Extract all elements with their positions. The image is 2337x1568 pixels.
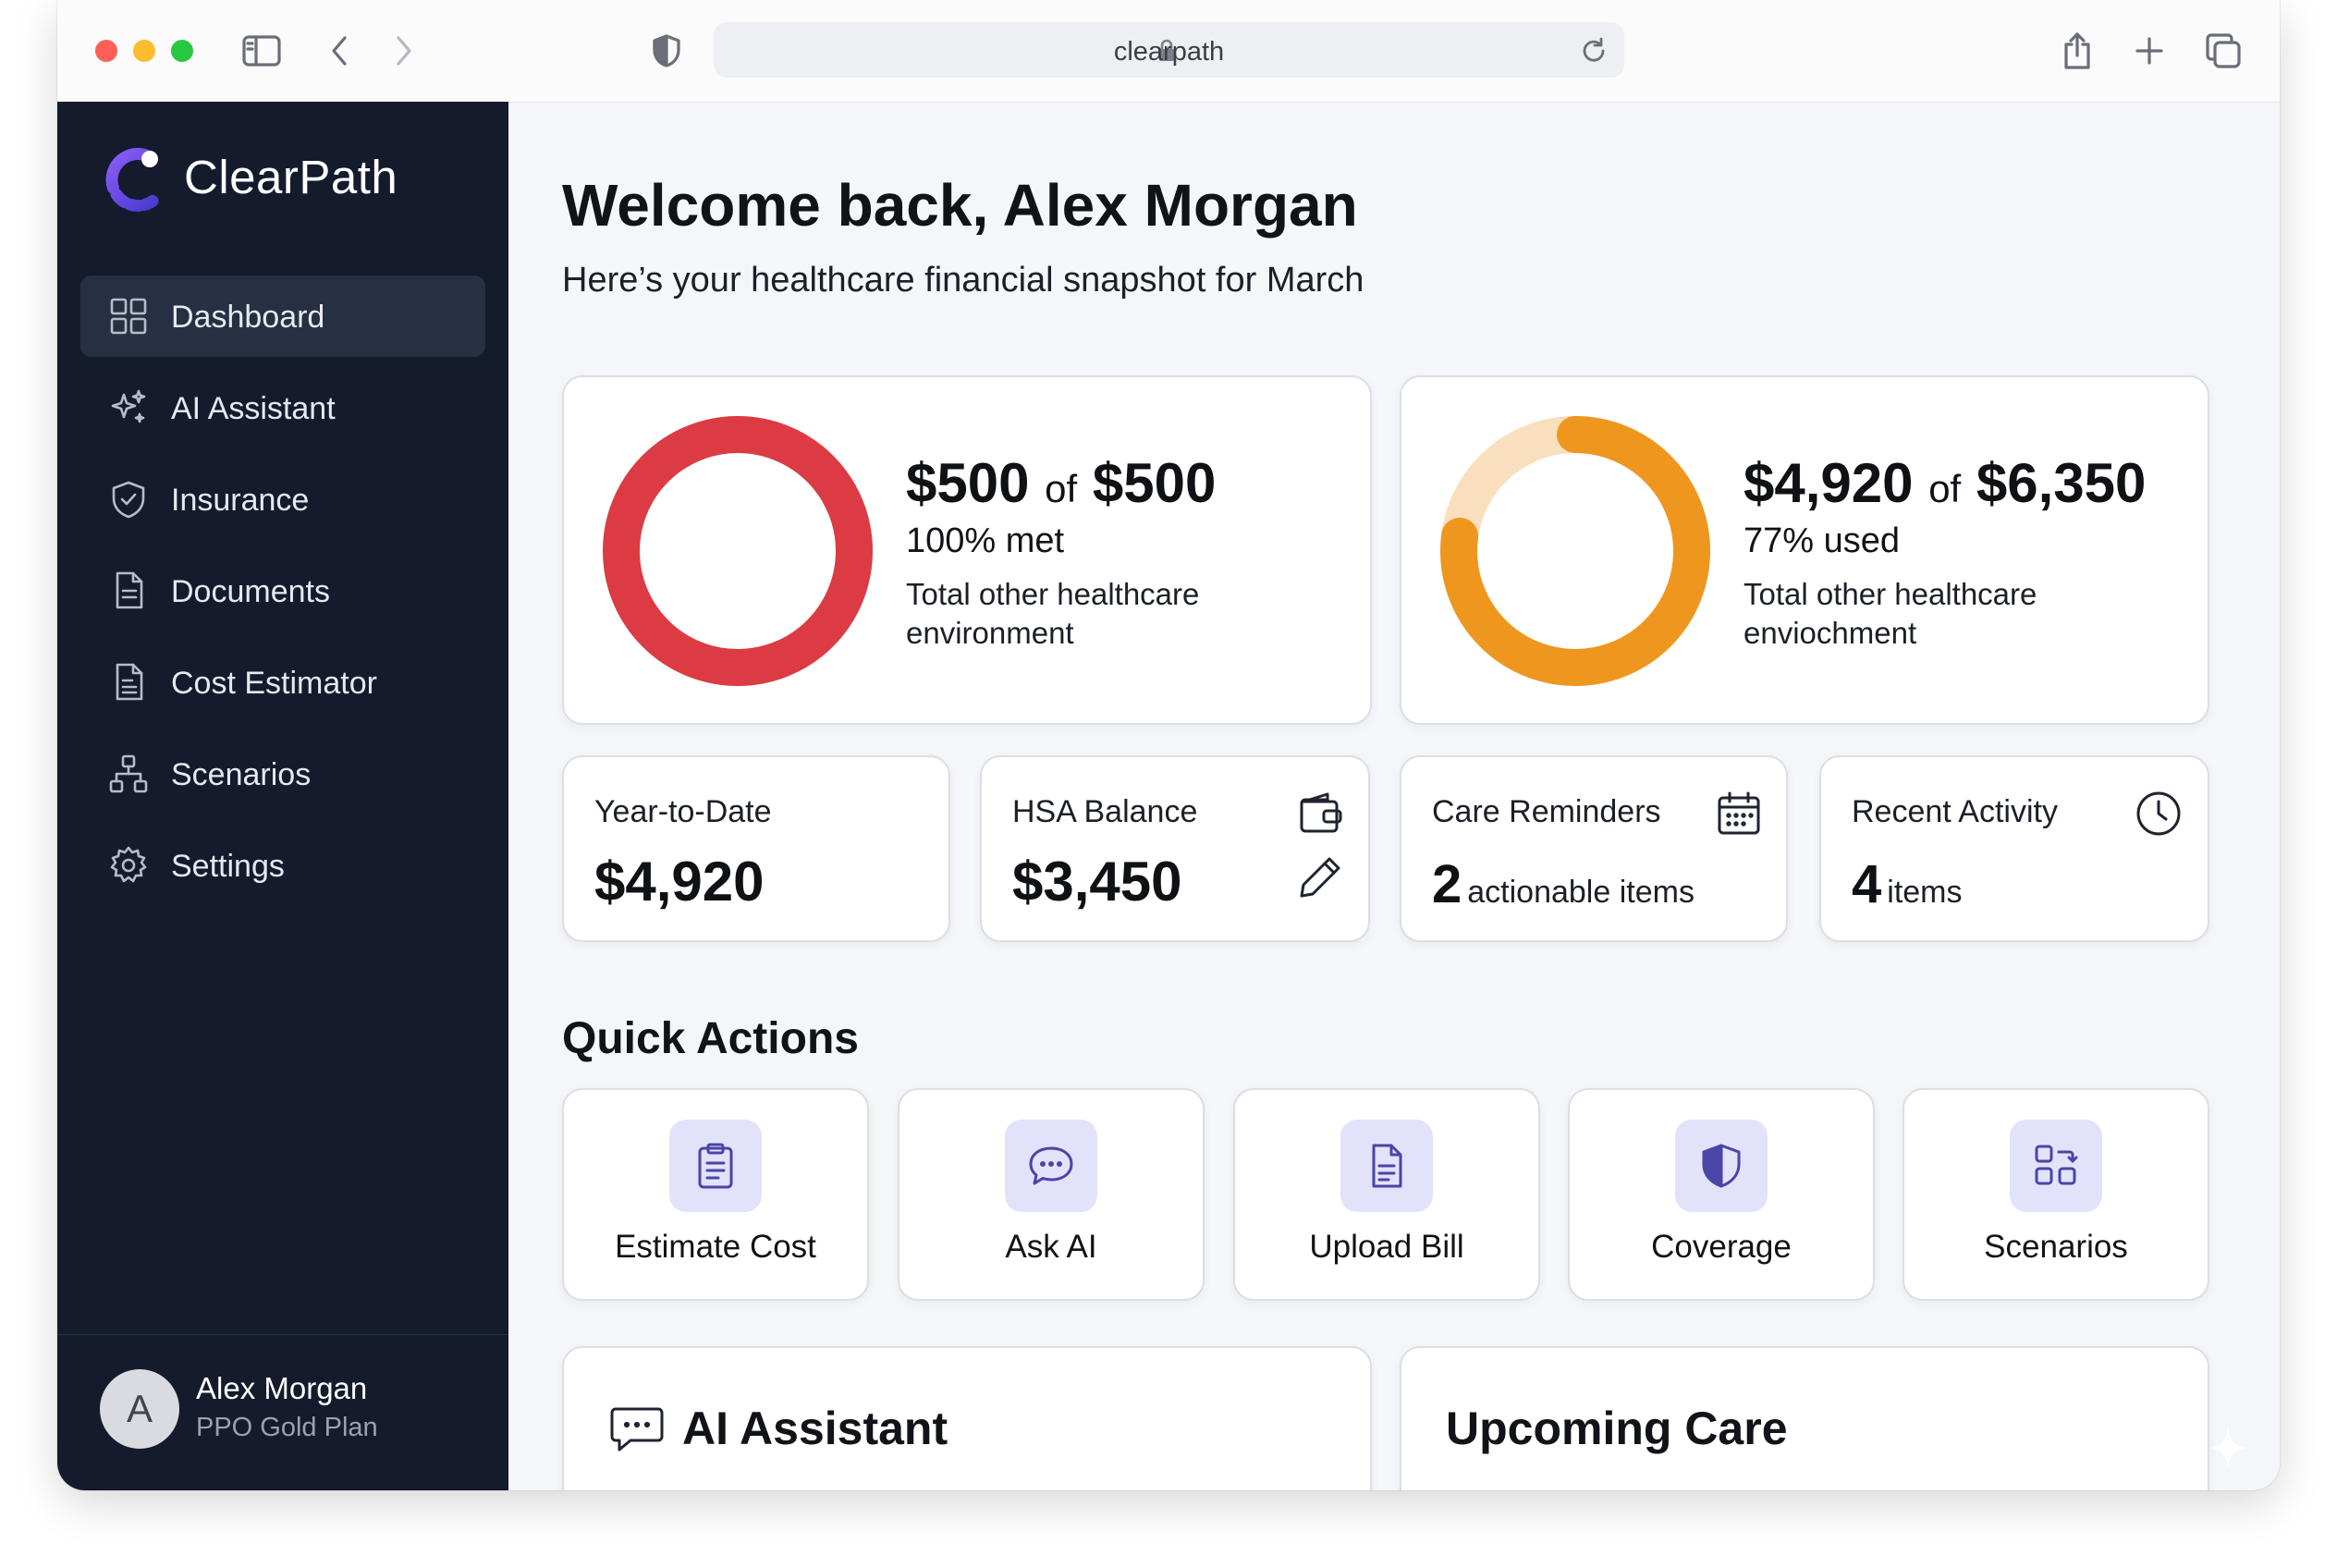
ytd-card[interactable]: Year-to-Date $4,920: [562, 755, 950, 942]
scenarios-label: Scenarios: [1984, 1229, 2128, 1265]
deductible-status: 100% met: [906, 521, 1065, 560]
clearpath-logo-icon: [105, 148, 169, 212]
hsa-card[interactable]: HSA Balance $3,450: [980, 755, 1370, 942]
estimate-cost-action[interactable]: Estimate Cost: [562, 1088, 869, 1301]
ytd-value: $4,920: [594, 851, 765, 913]
user-name: Alex Morgan: [196, 1371, 368, 1405]
sidebar-toggle-icon[interactable]: [239, 28, 285, 74]
sidebar-item-label: AI Assistant: [171, 391, 336, 426]
ai-assistant-panel: AI Assistant: [562, 1346, 1372, 1490]
sidebar-item-label: Scenarios: [171, 757, 312, 792]
sidebar-item-ai-assistant[interactable]: AI Assistant: [80, 367, 485, 448]
close-window-button[interactable]: [95, 40, 117, 62]
sidebar-item-scenarios[interactable]: Scenarios: [80, 733, 485, 815]
shield-icon: [1675, 1120, 1768, 1212]
deductible-card[interactable]: $500 of $500 100% met Total other health…: [562, 375, 1372, 725]
pencil-icon[interactable]: [1296, 851, 1346, 901]
hsa-value: $3,450: [1012, 851, 1182, 913]
hsa-label: HSA Balance: [1012, 794, 1198, 829]
sidebar-item-dashboard[interactable]: Dashboard: [80, 276, 485, 357]
user-plan: PPO Gold Plan: [196, 1413, 378, 1442]
deductible-progress-ring: [603, 416, 873, 686]
clipboard-icon: [669, 1120, 762, 1212]
ai-assistant-panel-title: AI Assistant: [682, 1403, 948, 1454]
shield-check-icon: [108, 479, 149, 520]
care-reminders-card[interactable]: Care Reminders 2 actionable items: [1400, 755, 1788, 942]
reload-icon[interactable]: [1580, 37, 1608, 65]
wallet-icon: [1296, 789, 1346, 839]
upload-bill-label: Upload Bill: [1309, 1229, 1464, 1265]
sidebar-item-cost-estimator[interactable]: Cost Estimator: [80, 642, 485, 723]
out-of-pocket-amount: $4,920 of $6,350: [1744, 452, 2147, 514]
privacy-shield-icon[interactable]: [643, 28, 690, 74]
recent-activity-count: 4 items: [1852, 854, 1963, 914]
brand-name: ClearPath: [184, 151, 398, 203]
browser-window: clearpath ClearPath: [57, 0, 2280, 1490]
chat-bubble-icon: [1005, 1120, 1097, 1212]
sparkle-watermark-icon: [2209, 1426, 2246, 1470]
sidebar-item-insurance[interactable]: Insurance: [80, 459, 485, 540]
coverage-action[interactable]: Coverage: [1568, 1088, 1875, 1301]
lock-icon: [1159, 39, 1174, 61]
minimize-window-button[interactable]: [133, 40, 155, 62]
estimate-cost-label: Estimate Cost: [615, 1229, 816, 1265]
ytd-label: Year-to-Date: [594, 794, 772, 829]
sidebar-item-settings[interactable]: Settings: [80, 825, 485, 906]
grid-icon: [108, 296, 149, 337]
out-of-pocket-progress-ring: [1440, 416, 1710, 686]
deductible-description: Total other healthcare environment: [906, 577, 1200, 650]
out-of-pocket-card[interactable]: $4,920 of $6,350 77% used Total other he…: [1400, 375, 2209, 725]
back-chevron-icon[interactable]: [316, 28, 362, 74]
blocks-icon: [2010, 1120, 2102, 1212]
scenarios-action[interactable]: Scenarios: [1903, 1088, 2209, 1301]
chat-icon: [608, 1400, 666, 1457]
gear-icon: [108, 845, 149, 886]
address-bar[interactable]: clearpath: [714, 22, 1624, 78]
sparkle-icon: [108, 387, 149, 428]
recent-activity-card[interactable]: Recent Activity 4 items: [1819, 755, 2209, 942]
calendar-icon: [1714, 789, 1764, 839]
ask-ai-label: Ask AI: [1005, 1229, 1097, 1265]
ask-ai-action[interactable]: Ask AI: [898, 1088, 1205, 1301]
sidebar-item-documents[interactable]: Documents: [80, 550, 485, 631]
url-text: clearpath: [1113, 37, 1225, 67]
care-reminders-label: Care Reminders: [1432, 794, 1661, 829]
out-of-pocket-status: 77% used: [1744, 521, 1901, 560]
sidebar: ClearPath Dashboard AI Assistant Insuran…: [57, 102, 508, 1490]
sidebar-item-label: Cost Estimator: [171, 666, 377, 701]
sidebar-item-label: Documents: [171, 574, 330, 609]
recent-activity-label: Recent Activity: [1852, 794, 2058, 829]
forward-chevron-icon[interactable]: [381, 28, 427, 74]
deductible-amount: $500 of $500: [906, 452, 1217, 514]
share-icon[interactable]: [2054, 28, 2100, 74]
avatar[interactable]: A: [100, 1369, 179, 1449]
tabs-overview-icon[interactable]: [2200, 28, 2246, 74]
main-content: Welcome back, Alex Morgan Here’s your he…: [508, 102, 2280, 1490]
zoom-window-button[interactable]: [171, 40, 193, 62]
page-title: Welcome back, Alex Morgan: [562, 172, 1358, 239]
document-lines-icon: [108, 662, 149, 703]
sidebar-item-label: Dashboard: [171, 300, 325, 335]
page-subtitle: Here’s your healthcare financial snapsho…: [562, 261, 1364, 300]
clock-icon: [2134, 789, 2184, 839]
care-reminders-count: 2 actionable items: [1432, 854, 1695, 914]
document-icon: [108, 570, 149, 611]
document-icon: [1340, 1120, 1433, 1212]
browser-titlebar: clearpath: [57, 0, 2280, 103]
sidebar-divider: [57, 1334, 508, 1335]
hierarchy-icon: [108, 753, 149, 794]
coverage-label: Coverage: [1651, 1229, 1792, 1265]
out-of-pocket-description: Total other healthcare enviochment: [1744, 577, 2037, 650]
quick-actions-title: Quick Actions: [562, 1014, 859, 1063]
sidebar-item-label: Insurance: [171, 483, 310, 518]
upcoming-care-panel: Upcoming Care: [1400, 1346, 2209, 1490]
upcoming-care-panel-title: Upcoming Care: [1446, 1403, 1788, 1454]
new-tab-plus-icon[interactable]: [2126, 28, 2172, 74]
upload-bill-action[interactable]: Upload Bill: [1233, 1088, 1540, 1301]
sidebar-item-label: Settings: [171, 849, 285, 884]
